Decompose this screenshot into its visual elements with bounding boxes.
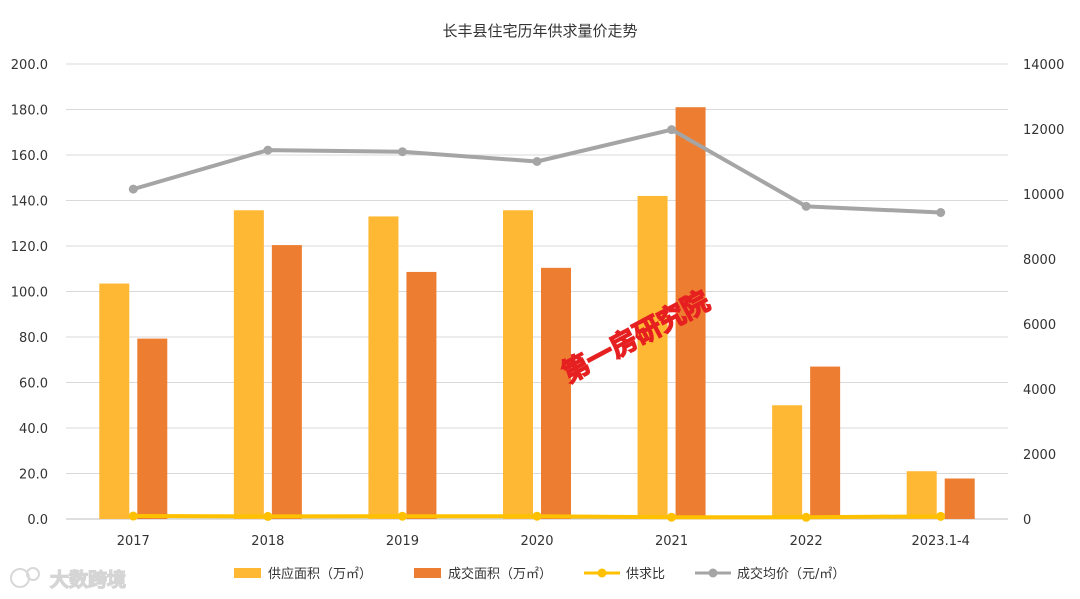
point-ratio bbox=[936, 511, 946, 521]
x-tick-label: 2021 bbox=[655, 534, 688, 549]
point-price bbox=[936, 208, 946, 218]
legend-label-ratio: 供求比 bbox=[626, 567, 665, 582]
point-ratio bbox=[128, 511, 138, 521]
bar-deal bbox=[406, 271, 437, 519]
logo-text: 大数跨境 bbox=[50, 568, 126, 591]
y-left-tick-label: 80.0 bbox=[19, 331, 48, 346]
bar-deal bbox=[675, 107, 706, 519]
y-right-tick-label: 12000 bbox=[1023, 123, 1064, 138]
logo-icon-inner bbox=[26, 567, 40, 581]
bar-supply bbox=[233, 210, 264, 519]
logo-icon bbox=[10, 568, 30, 588]
point-ratio bbox=[397, 511, 407, 521]
point-ratio bbox=[263, 511, 273, 521]
point-price bbox=[667, 125, 677, 135]
x-tick-label: 2019 bbox=[386, 534, 419, 549]
y-axis-left: 0.0 20.0 40.0 60.0 80.0 100.0 120.0 140.0 160.0 1… bbox=[11, 58, 48, 528]
y-left-tick-label: 160.0 bbox=[11, 149, 48, 164]
bar-supply bbox=[368, 216, 399, 520]
chart-title: 长丰县住宅历年供求量价走势 bbox=[442, 22, 637, 40]
x-tick-label: 2017 bbox=[117, 534, 150, 549]
point-price bbox=[397, 147, 407, 157]
bar-supply bbox=[503, 210, 533, 519]
point-ratio bbox=[801, 512, 811, 522]
y-right-tick-label: 14000 bbox=[1023, 58, 1064, 73]
legend-label-price: 成交均价（元/㎡） bbox=[737, 566, 845, 582]
legend-label-deal: 成交面积（万㎡） bbox=[448, 566, 552, 582]
y-axis-right: 0 2000 4000 6000 8000 10000 12000 14000 bbox=[1023, 58, 1064, 528]
bar-deal bbox=[810, 366, 841, 519]
point-ratio bbox=[532, 511, 542, 521]
x-tick-label: 2023.1-4 bbox=[911, 534, 969, 549]
y-left-tick-label: 200.0 bbox=[11, 58, 48, 73]
x-tick-label: 2020 bbox=[520, 534, 553, 549]
y-right-tick-label: 10000 bbox=[1023, 188, 1064, 203]
y-right-tick-label: 0 bbox=[1023, 513, 1031, 528]
bar-deal bbox=[137, 338, 168, 519]
x-axis-labels: 2017 2018 2019 2020 2021 2022 2023.1-4 bbox=[117, 534, 970, 549]
legend-swatch-supply bbox=[234, 568, 261, 578]
legend: 供应面积（万㎡） 成交面积（万㎡） 供求比 成交均价（元/㎡） bbox=[234, 566, 845, 582]
bar-deal bbox=[944, 478, 975, 519]
bar-deal bbox=[271, 245, 302, 519]
bar-supply bbox=[637, 195, 668, 519]
y-right-tick-label: 8000 bbox=[1023, 253, 1056, 268]
x-tick-label: 2022 bbox=[790, 534, 823, 549]
y-right-tick-label: 4000 bbox=[1023, 383, 1056, 398]
legend-swatch-deal bbox=[414, 568, 441, 578]
y-left-tick-label: 20.0 bbox=[19, 468, 48, 483]
bar-supply bbox=[772, 405, 803, 519]
legend-label-supply: 供应面积（万㎡） bbox=[268, 566, 372, 582]
bars-group bbox=[99, 107, 975, 520]
point-price bbox=[801, 201, 811, 211]
bar-deal bbox=[541, 267, 571, 519]
y-left-tick-label: 0.0 bbox=[27, 513, 48, 528]
point-ratio bbox=[667, 512, 677, 522]
y-left-tick-label: 120.0 bbox=[11, 240, 48, 255]
grid-lines bbox=[66, 63, 1008, 520]
y-right-tick-label: 6000 bbox=[1023, 318, 1056, 333]
y-left-tick-label: 60.0 bbox=[19, 377, 48, 392]
point-price bbox=[128, 184, 138, 194]
point-price bbox=[263, 145, 273, 155]
bar-supply bbox=[906, 471, 937, 519]
bar-supply bbox=[99, 283, 130, 519]
y-right-tick-label: 2000 bbox=[1023, 448, 1056, 463]
point-price bbox=[532, 157, 542, 166]
y-left-tick-label: 100.0 bbox=[11, 286, 48, 301]
x-tick-label: 2018 bbox=[251, 534, 284, 549]
y-left-tick-label: 180.0 bbox=[11, 104, 48, 119]
lines-group bbox=[128, 125, 946, 522]
y-left-tick-label: 40.0 bbox=[19, 422, 48, 437]
legend-marker-ratio bbox=[597, 568, 607, 578]
legend-marker-price bbox=[708, 568, 718, 578]
source-logo: 大数跨境 bbox=[10, 567, 127, 592]
y-left-tick-label: 140.0 bbox=[11, 195, 48, 210]
